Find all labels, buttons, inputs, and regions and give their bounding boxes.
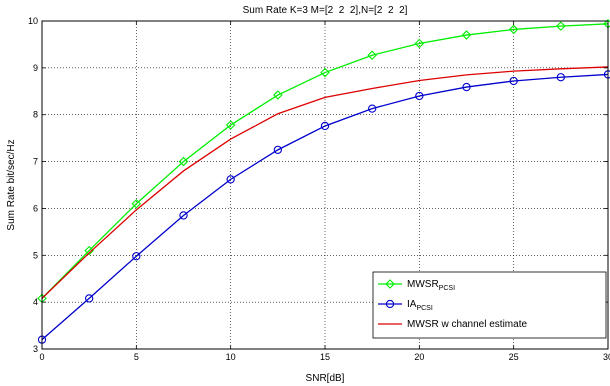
- data-point-1-9: [462, 82, 471, 92]
- x-tick-label: 30: [603, 352, 610, 362]
- x-tick-label: 15: [320, 352, 330, 362]
- legend-box: [372, 271, 607, 339]
- y-tick-label: 10: [28, 16, 38, 26]
- legend-swatch-marker: [385, 279, 395, 289]
- x-tick-label: 20: [414, 352, 424, 362]
- series-line-1: [41, 73, 609, 341]
- data-point-1-2: [132, 252, 141, 261]
- y-axis-label: Sum Rate bit/sec/Hz: [6, 139, 17, 230]
- data-point-0-4: [225, 120, 236, 130]
- legend-label-subscript: PCSI: [416, 305, 432, 312]
- data-point-1-6: [320, 121, 330, 131]
- y-tick-label: 8: [33, 110, 38, 120]
- data-point-0-6: [320, 67, 330, 78]
- data-point-1-5: [273, 145, 282, 155]
- data-point-0-5: [273, 90, 283, 100]
- chart-title: Sum Rate K=3 M=[2 2 2],N=[2 2 2]: [243, 5, 408, 16]
- data-point-0-2: [131, 198, 142, 209]
- legend-label: MWSR w channel estimate: [407, 319, 527, 330]
- y-tick-label: 5: [33, 250, 38, 260]
- series-line-0: [41, 23, 609, 299]
- x-axis-label: SNR[dB]: [306, 373, 345, 384]
- x-tick-label: 5: [134, 352, 139, 362]
- data-point-1-1: [85, 294, 94, 303]
- data-point-0-11: [556, 21, 566, 31]
- series-group: [37, 19, 610, 344]
- data-point-1-10: [509, 76, 518, 86]
- data-point-1-7: [368, 104, 377, 113]
- y-tick-label: 6: [33, 203, 38, 213]
- x-tick-label: 10: [226, 352, 236, 362]
- data-point-0-1: [84, 245, 94, 256]
- y-tick-label: 3: [33, 344, 38, 354]
- data-point-1-4: [226, 175, 235, 184]
- series-line-2: [41, 66, 609, 299]
- y-tick-label: 4: [33, 297, 38, 307]
- data-point-1-3: [179, 211, 188, 220]
- y-tick-label: 9: [33, 63, 38, 73]
- data-point-0-9: [461, 30, 472, 40]
- data-point-0-10: [508, 24, 519, 35]
- x-tick-label: 0: [39, 352, 44, 362]
- data-point-1-11: [556, 73, 565, 82]
- legend-label-subscript: PCSI: [439, 285, 455, 292]
- x-tick-label: 25: [509, 352, 519, 362]
- legend-swatch-marker: [385, 299, 395, 309]
- axis-ticks: 0 5 10 15 20 25 30 3 4 5 6 7 8 9 10: [28, 16, 610, 362]
- data-point-0-7: [367, 50, 377, 60]
- data-point-0-3: [178, 156, 189, 167]
- data-point-0-8: [414, 38, 425, 49]
- y-tick-label: 7: [33, 157, 38, 167]
- data-point-1-8: [415, 91, 424, 101]
